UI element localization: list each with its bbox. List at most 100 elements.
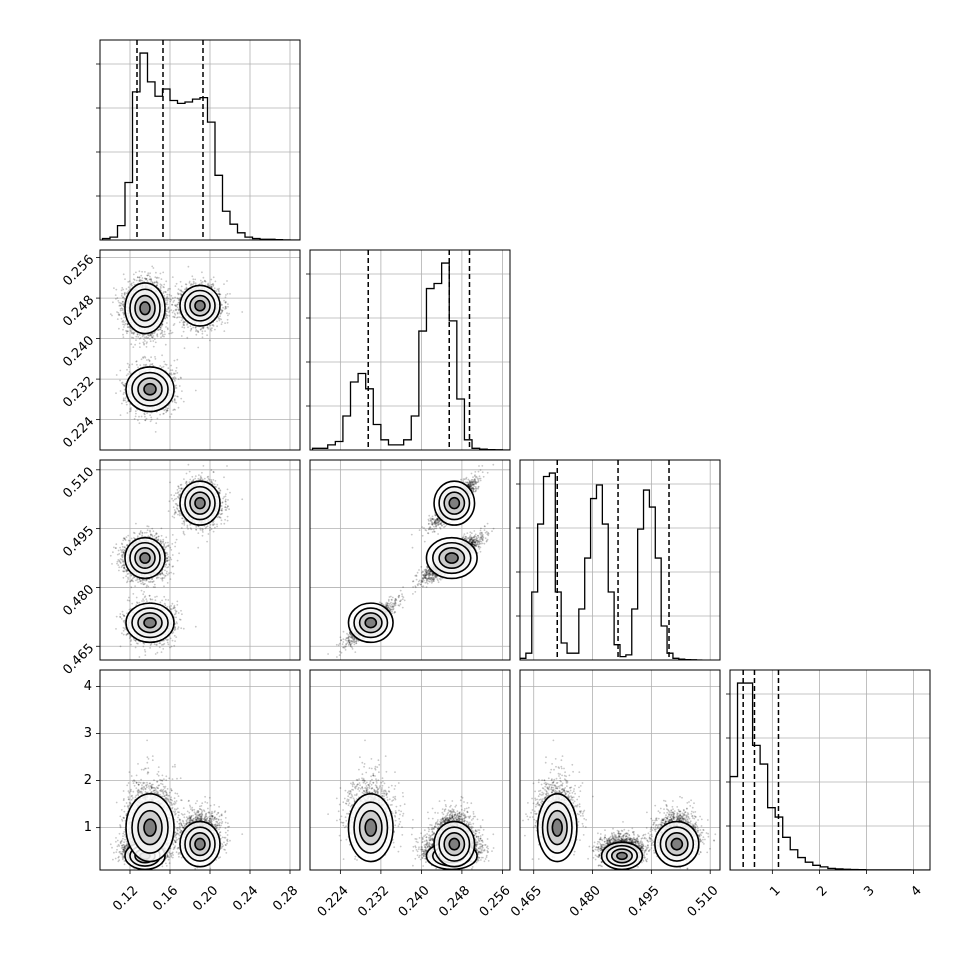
point-1-0-1720 (194, 282, 197, 285)
point-1-0-2453 (227, 303, 229, 305)
point-1-0-4763 (154, 431, 157, 433)
point-1-0-1712 (174, 395, 176, 397)
point-1-0-1328 (159, 285, 162, 288)
point-1-0-647 (146, 359, 148, 361)
point-1-0-1527 (217, 317, 220, 320)
point-1-0-1169 (133, 332, 135, 335)
point-1-0-3552 (119, 302, 122, 305)
point-1-0-2127 (132, 273, 135, 276)
point-1-0-435 (138, 342, 141, 345)
point-1-0-2949 (117, 300, 120, 302)
point-1-0-541 (123, 391, 125, 394)
point-1-0-26 (190, 328, 193, 331)
point-1-0-3870 (122, 393, 125, 395)
point-1-0-4397 (154, 276, 157, 279)
point-1-0-3563 (145, 417, 148, 420)
point-1-0-2367 (173, 312, 176, 315)
point-1-0-3779 (114, 294, 117, 296)
point-1-0-665 (170, 373, 173, 376)
point-1-0-501 (182, 320, 185, 323)
point-1-0-2829 (150, 333, 152, 336)
point-1-0-3741 (127, 330, 129, 333)
point-1-0-4419 (139, 364, 142, 367)
point-1-0-996 (166, 298, 169, 300)
point-1-0-2263 (220, 303, 223, 306)
point-1-0-2647 (178, 299, 180, 301)
point-1-0-311 (128, 325, 131, 328)
point-1-0-4245 (150, 418, 153, 421)
point-1-0-1327 (159, 328, 162, 331)
point-1-0-4272 (134, 415, 137, 418)
point-1-0-103 (146, 412, 149, 414)
point-1-0-1846 (138, 415, 140, 418)
point-1-0-60 (136, 333, 139, 336)
point-1-0-4069 (171, 369, 174, 372)
point-1-0-2077 (174, 408, 177, 411)
point-1-0-895 (167, 297, 170, 300)
point-1-0-1070 (176, 297, 179, 299)
point-1-0-1869 (170, 299, 173, 301)
point-1-0-3490 (153, 331, 156, 334)
point-1-0-2899 (154, 341, 157, 344)
point-1-0-4573 (149, 363, 152, 366)
point-1-0-3291 (209, 328, 212, 331)
point-1-0-2578 (135, 360, 138, 363)
point-1-0-521 (194, 389, 197, 392)
point-1-0-4056 (161, 330, 163, 332)
point-1-0-1730 (180, 377, 182, 380)
point-1-0-2405 (138, 276, 141, 279)
point-1-0-2450 (135, 271, 137, 274)
point-1-0-4879 (172, 324, 175, 326)
point-1-0-1954 (160, 336, 162, 339)
point-1-0-2864 (199, 328, 202, 331)
point-1-0-3147 (175, 401, 178, 404)
point-1-0-3131 (218, 293, 221, 296)
point-1-0-2395 (156, 333, 159, 336)
point-1-0-3673 (128, 280, 131, 283)
point-1-0-3937 (121, 381, 124, 384)
point-1-0-3656 (143, 413, 146, 416)
point-1-0-3137 (125, 320, 127, 322)
point-1-0-940 (119, 390, 122, 392)
point-1-0-4570 (207, 326, 209, 329)
point-1-0-2571 (164, 317, 166, 319)
point-1-0-3568 (200, 281, 203, 284)
point-1-0-1903 (168, 293, 171, 296)
point-1-0-443 (126, 323, 129, 326)
point-1-0-3610 (166, 303, 169, 306)
point-1-0-1745 (126, 323, 129, 326)
point-1-0-1061 (143, 338, 145, 341)
point-1-0-932 (173, 378, 176, 380)
point-1-0-2649 (172, 315, 175, 318)
point-1-0-1719 (145, 277, 148, 280)
point-1-0-2690 (115, 392, 117, 395)
point-1-0-3263 (149, 275, 151, 278)
point-1-0-3849 (132, 336, 135, 339)
point-1-0-3506 (183, 321, 186, 324)
point-1-0-1593 (159, 413, 162, 416)
point-1-0-2136 (136, 333, 139, 335)
point-1-0-1192 (185, 286, 188, 289)
point-1-0-471 (192, 280, 195, 283)
point-1-0-2905 (119, 369, 122, 372)
point-1-0-2907 (173, 372, 175, 375)
point-1-0-1690 (218, 287, 220, 290)
point-1-0-556 (142, 356, 145, 359)
point-1-0-1140 (187, 326, 189, 329)
point-1-0-2306 (201, 271, 203, 274)
point-1-0-2315 (215, 290, 218, 292)
point-1-0-735 (123, 326, 125, 328)
point-1-0-2317 (202, 326, 205, 329)
point-1-0-122 (165, 326, 167, 328)
point-1-0-1311 (139, 279, 142, 282)
point-1-0-4560 (168, 314, 171, 317)
point-1-0-3493 (131, 284, 133, 287)
point-1-0-100 (157, 329, 160, 331)
point-1-0-2423 (163, 291, 165, 293)
point-1-0-1884 (171, 303, 174, 306)
point-1-0-361 (161, 323, 164, 326)
point-1-0-3892 (151, 363, 153, 366)
point-1-0-3311 (222, 306, 225, 309)
point-1-0-3647 (126, 412, 129, 414)
